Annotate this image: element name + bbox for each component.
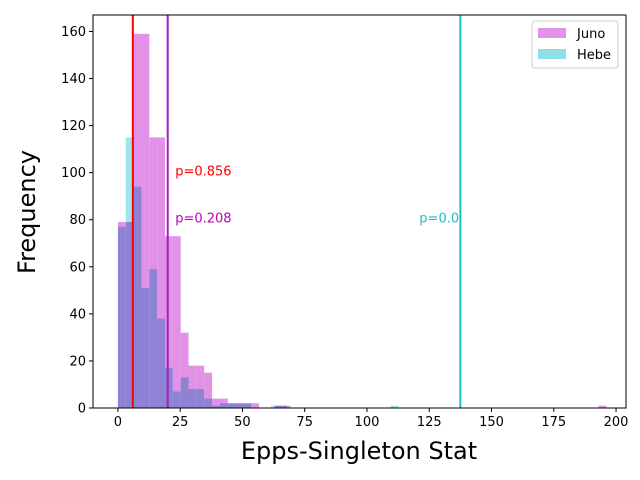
bar-hebe-15 (235, 403, 244, 408)
annotations-layer: p=0.856 p=0.208 p=0.0 (175, 164, 459, 226)
bar-hebe-11 (204, 398, 213, 408)
x-tick-label-150: 150 (479, 415, 504, 430)
bar-hebe-5 (157, 318, 165, 408)
bar-hebe-8 (180, 377, 189, 408)
bar-juno-7 (172, 236, 181, 408)
legend-label-juno: Juno (576, 27, 605, 42)
annotation-hebe: p=0.208 (175, 211, 231, 226)
vertical-lines-layer (131, 15, 462, 408)
bar-juno-11 (204, 372, 213, 408)
bar-juno-12 (212, 398, 220, 408)
x-axis-ticks: 0 25 50 75 100 125 150 175 200 (114, 408, 629, 430)
bar-hebe-16 (243, 403, 252, 408)
y-tick-label-20: 20 (69, 354, 86, 369)
bar-hebe-6 (164, 367, 173, 408)
y-tick-label-80: 80 (69, 213, 86, 228)
y-tick-label-100: 100 (61, 166, 86, 181)
bar-hebe-17 (271, 405, 279, 408)
bar-hebe-2 (133, 186, 142, 408)
y-tick-label-140: 140 (61, 72, 86, 87)
y-axis-label: Frequency (13, 150, 41, 274)
bars-layer (117, 33, 607, 408)
bar-hebe-13 (219, 403, 228, 408)
y-tick-label-120: 120 (61, 119, 86, 134)
bar-hebe-18 (278, 405, 287, 408)
bar-hebe-0 (117, 226, 126, 408)
axes-frame (92, 14, 627, 409)
y-axis-ticks: 0 20 40 60 80 100 120 140 160 (61, 25, 93, 417)
bar-juno-10 (196, 365, 205, 408)
x-axis-label: Epps-Singleton Stat (241, 437, 477, 465)
annotation-cross: p=0.0 (419, 211, 459, 226)
x-tick-label-100: 100 (355, 415, 380, 430)
x-tick-label-0: 0 (114, 415, 122, 430)
legend: Juno Hebe (531, 20, 619, 69)
y-tick-label-40: 40 (69, 307, 86, 322)
x-tick-label-175: 175 (541, 415, 566, 430)
bar-juno-6 (164, 236, 173, 408)
series-hebe (117, 137, 399, 408)
bar-hebe-3 (141, 287, 150, 408)
bar-juno-17 (251, 403, 260, 408)
legend-swatch-juno (538, 28, 566, 38)
bar-juno-8 (180, 332, 189, 408)
bar-hebe-7 (172, 391, 181, 408)
bar-hebe-1 (125, 137, 134, 408)
x-tick-label-50: 50 (234, 415, 251, 430)
bar-hebe-4 (149, 269, 158, 408)
bar-hebe-19 (390, 405, 399, 408)
x-tick-label-125: 125 (417, 415, 442, 430)
y-tick-label-160: 160 (61, 25, 86, 40)
bar-hebe-10 (196, 389, 205, 408)
bar-hebe-9 (188, 389, 197, 408)
y-tick-label-0: 0 (78, 402, 86, 417)
annotation-juno: p=0.856 (175, 164, 231, 179)
x-tick-label-25: 25 (172, 415, 189, 430)
bar-juno-9 (188, 365, 197, 408)
bar-hebe-14 (227, 403, 236, 408)
legend-label-hebe: Hebe (577, 48, 611, 63)
bar-hebe-12 (212, 405, 220, 408)
legend-swatch-hebe (538, 49, 566, 59)
bar-juno-3 (141, 33, 150, 408)
x-tick-label-75: 75 (296, 415, 313, 430)
bar-juno-5 (157, 137, 165, 408)
x-tick-label-200: 200 (604, 415, 629, 430)
bar-juno-20 (598, 405, 607, 408)
y-tick-label-60: 60 (69, 260, 86, 275)
